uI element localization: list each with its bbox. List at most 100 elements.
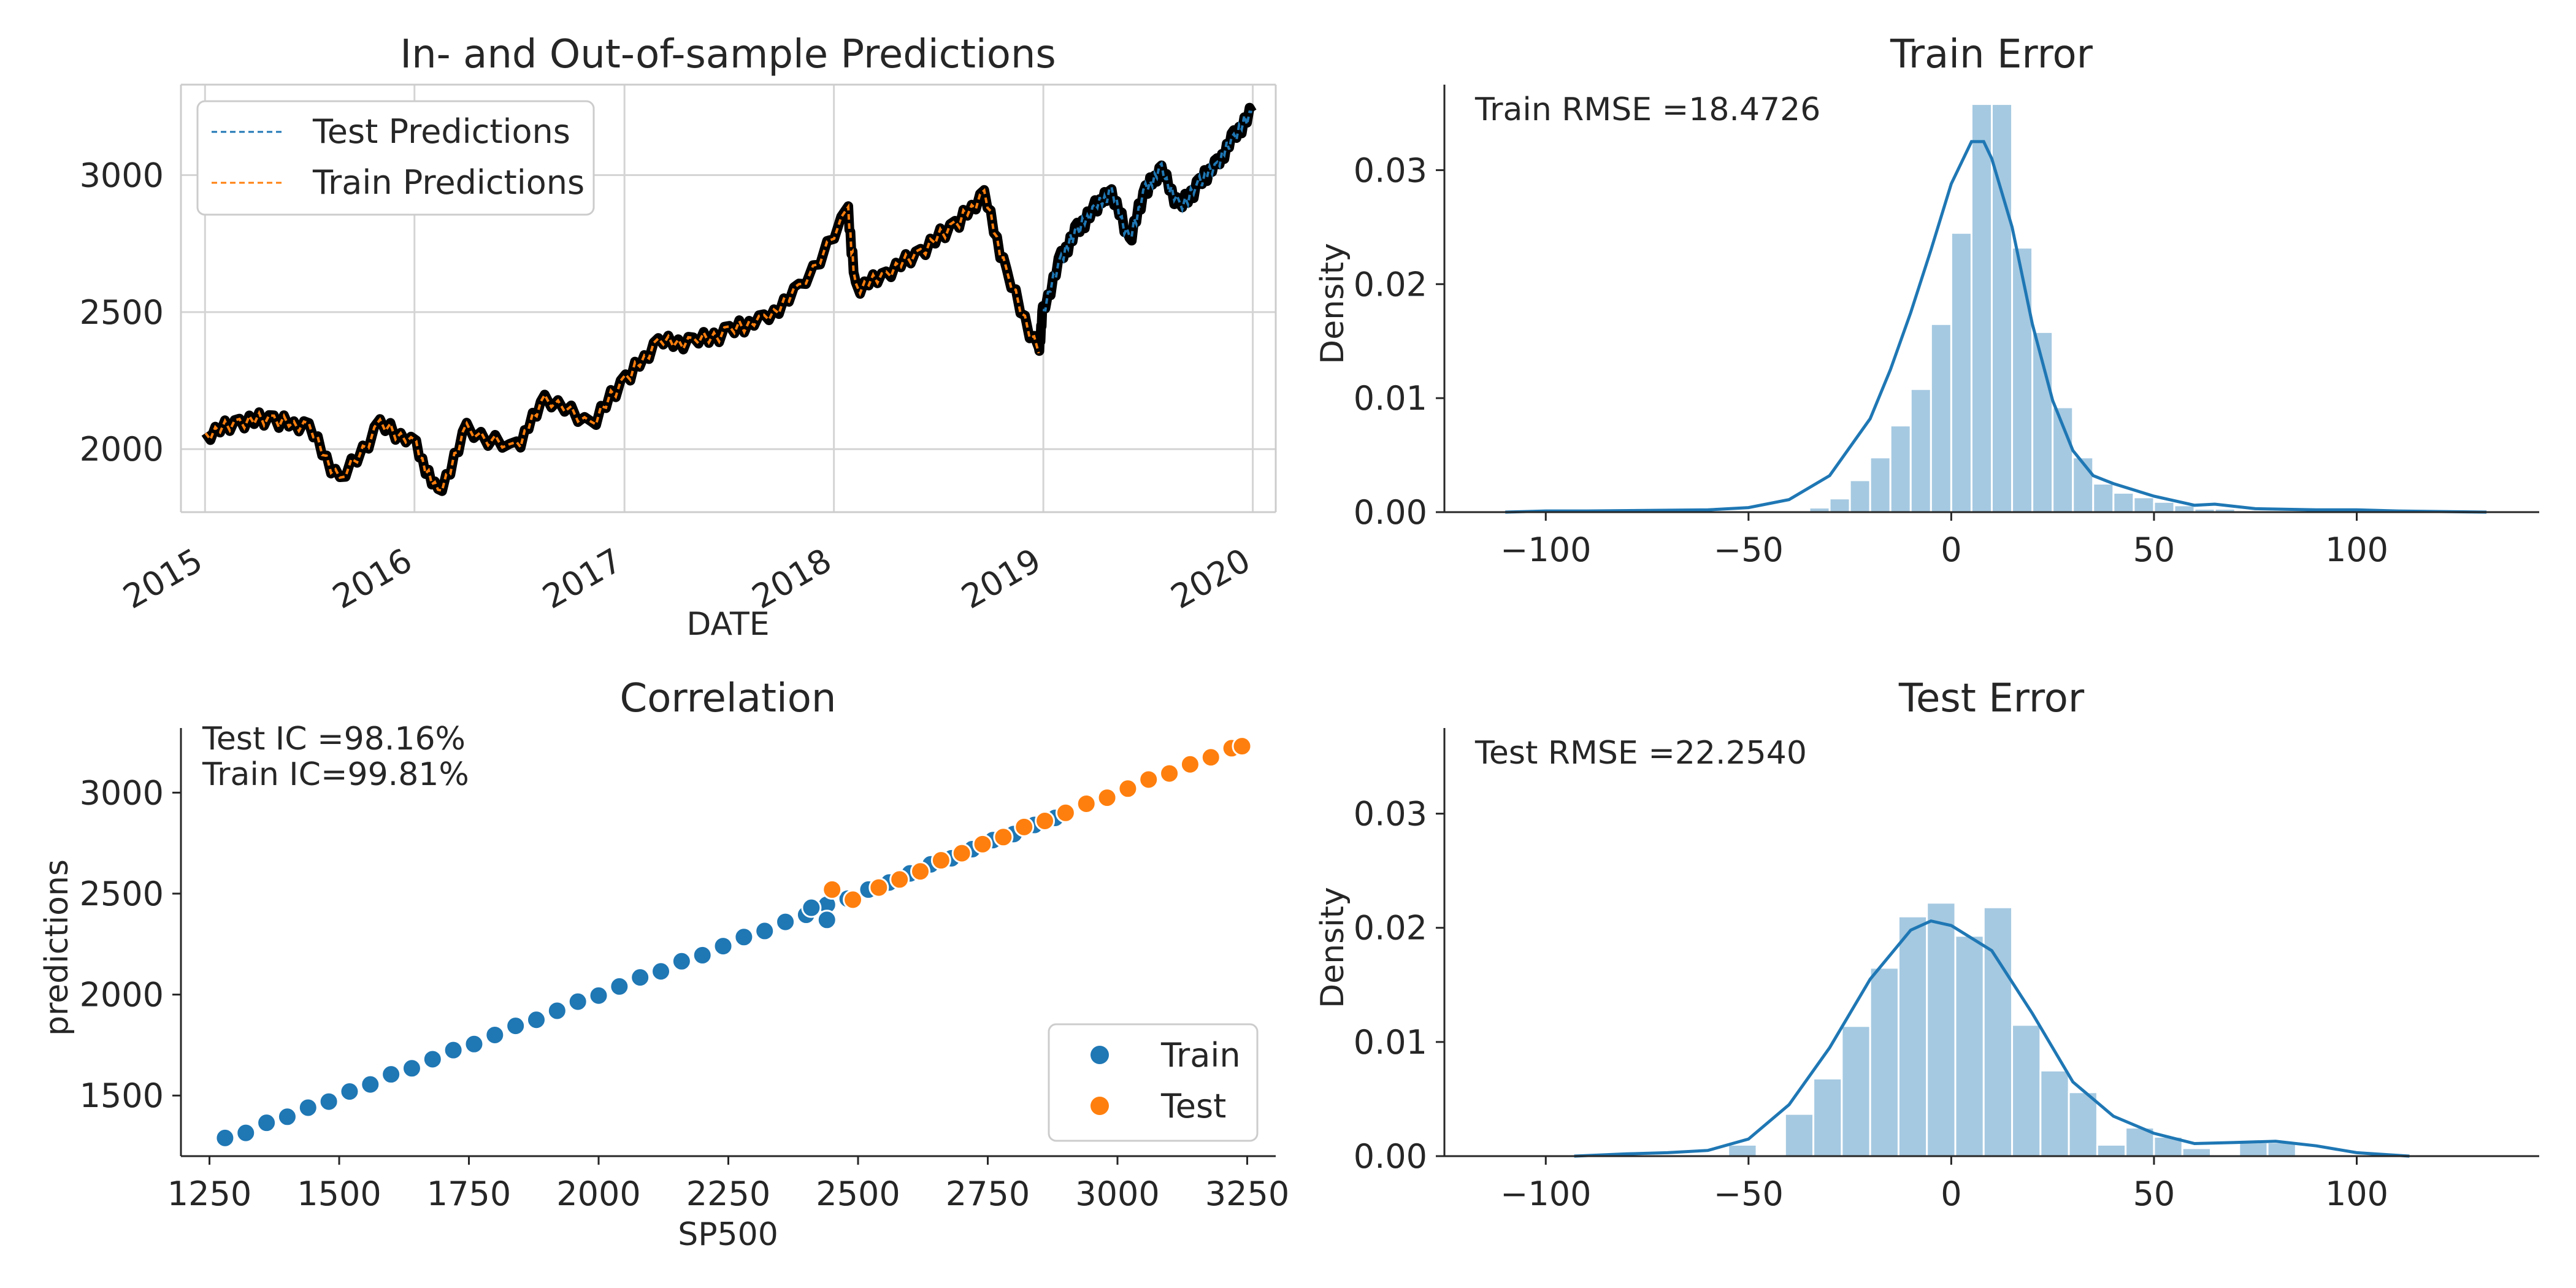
train-scatter-point bbox=[692, 945, 713, 965]
legend-train-series-label: Train bbox=[1160, 1036, 1241, 1075]
test-histogram-bar bbox=[2068, 1091, 2098, 1157]
legend-test-series-label: Test bbox=[1160, 1087, 1226, 1125]
train-scatter-point bbox=[651, 961, 672, 982]
series-line-train-predictions bbox=[204, 188, 1040, 493]
train-scatter-point bbox=[546, 1000, 567, 1021]
scatter-x-tick-label: 3250 bbox=[1205, 1175, 1289, 1213]
line-x-tick-label: 2018 bbox=[746, 541, 838, 616]
train-scatter-point bbox=[485, 1024, 505, 1045]
test-histogram-bar bbox=[1727, 1143, 1758, 1157]
test-scatter-point bbox=[972, 834, 993, 854]
train-scatter-point bbox=[734, 927, 754, 948]
test-scatter-point bbox=[1035, 810, 1056, 831]
scatter-points-group bbox=[215, 736, 1252, 1148]
train-scatter-point bbox=[464, 1033, 485, 1054]
correlation-panel: 1250 1500 1750 2000 2250 2500 2750 3000 3250 1500… bbox=[39, 676, 1289, 1253]
test-scatter-point bbox=[843, 889, 864, 910]
scatter-y-tick-label: 1500 bbox=[80, 1076, 164, 1115]
train-scatter-point bbox=[381, 1064, 402, 1085]
train-histogram-bar bbox=[1950, 232, 1972, 513]
test-x-tick-label: −50 bbox=[1714, 1175, 1784, 1213]
train-error-title: Train Error bbox=[1890, 32, 2093, 77]
train-y-tick-label: 0.00 bbox=[1354, 493, 1427, 532]
train-histogram-bar bbox=[1909, 388, 1932, 513]
train-x-tick-label: −100 bbox=[1500, 531, 1591, 569]
test-histogram-bar bbox=[1897, 915, 1928, 1157]
test-scatter-point bbox=[822, 879, 843, 900]
line-y-tick-label: 2000 bbox=[80, 430, 164, 469]
scatter-x-tick-label: 1500 bbox=[297, 1175, 381, 1213]
train-scatter-point bbox=[277, 1106, 297, 1127]
train-scatter-point bbox=[339, 1081, 360, 1102]
test-scatter-point bbox=[1117, 778, 1138, 799]
test-scatter-point bbox=[1014, 816, 1035, 837]
legend-train-marker bbox=[1091, 1046, 1109, 1064]
train-histogram-bar bbox=[1889, 424, 1912, 513]
test-histogram-bar bbox=[1926, 902, 1957, 1157]
test-scatter-point bbox=[1179, 754, 1200, 775]
scatter-y-tick-label: 3000 bbox=[80, 773, 164, 812]
train-rmse-annotation: Train RMSE =18.4726 bbox=[1474, 91, 1820, 128]
test-scatter-point bbox=[1076, 793, 1097, 814]
train-histogram-bar bbox=[2011, 247, 2034, 513]
train-tick-labels: −100 −50 0 50 100 0.00 0.01 0.02 0.03 bbox=[1354, 151, 2388, 569]
scatter-tick-labels: 1250 1500 1750 2000 2250 2500 2750 3000 3250 1500… bbox=[80, 773, 1290, 1213]
train-scatter-point bbox=[588, 985, 609, 1006]
line-x-axis-label: DATE bbox=[686, 606, 769, 643]
test-histogram-bar bbox=[2181, 1147, 2212, 1157]
test-scatter-point bbox=[1055, 802, 1076, 823]
train-histogram-bar bbox=[1828, 497, 1851, 513]
train-scatter-point bbox=[360, 1074, 381, 1095]
train-ic-annotation: Train IC=99.81% bbox=[202, 756, 469, 793]
train-scatter-point bbox=[609, 976, 630, 997]
test-scatter-point bbox=[1159, 763, 1180, 784]
test-scatter-point bbox=[889, 869, 910, 890]
test-y-tick-label: 0.02 bbox=[1354, 909, 1427, 948]
scatter-legend: Train Test bbox=[1048, 1023, 1259, 1142]
train-scatter-point bbox=[505, 1016, 526, 1037]
test-histogram-bar bbox=[1869, 967, 1899, 1157]
line-x-tick-label: 2016 bbox=[326, 541, 419, 616]
test-rmse-annotation: Test RMSE =22.2540 bbox=[1474, 735, 1807, 772]
test-kde-curve bbox=[1574, 919, 2410, 1158]
train-y-axis-label: Density bbox=[1314, 243, 1351, 364]
test-scatter-point bbox=[930, 850, 951, 871]
test-y-tick-label: 0.03 bbox=[1354, 795, 1427, 834]
test-histogram-bar bbox=[2039, 1069, 2070, 1157]
legend-test-label: Test Predictions bbox=[312, 112, 570, 151]
test-scatter-point bbox=[1232, 736, 1252, 757]
test-tick-labels: −100 −50 0 50 100 0.00 0.01 0.02 0.03 bbox=[1354, 795, 2388, 1213]
train-scatter-point bbox=[256, 1113, 277, 1133]
test-histogram-bar bbox=[2011, 1024, 2042, 1157]
test-scatter-point bbox=[951, 843, 972, 864]
scatter-x-tick-label: 2250 bbox=[686, 1175, 770, 1213]
train-histogram-bar bbox=[2133, 496, 2155, 513]
line-x-tick-label: 2020 bbox=[1165, 541, 1257, 616]
train-y-tick-label: 0.02 bbox=[1354, 265, 1427, 304]
test-scatter-point bbox=[910, 861, 931, 882]
scatter-x-tick-label: 3000 bbox=[1075, 1175, 1159, 1213]
train-x-tick-label: 0 bbox=[1941, 531, 1961, 569]
train-histogram-bar bbox=[1930, 323, 1952, 513]
line-legend: Test Predictions Train Predictions bbox=[196, 100, 595, 216]
line-y-tick-label: 3000 bbox=[80, 156, 164, 194]
scatter-x-tick-label: 1750 bbox=[427, 1175, 511, 1213]
predictions-line-panel: 2015 2016 2017 2018 2019 2020 2000 2500 3000 In-… bbox=[80, 32, 1277, 643]
test-error-title: Test Error bbox=[1898, 676, 2085, 721]
legend-test-marker bbox=[1091, 1097, 1109, 1115]
train-histogram-bar bbox=[1869, 456, 1892, 513]
train-histogram-bar bbox=[2112, 491, 2135, 513]
scatter-x-tick-label: 2750 bbox=[946, 1175, 1030, 1213]
scatter-x-tick-label: 2000 bbox=[556, 1175, 640, 1213]
test-histogram-bar bbox=[1982, 906, 2014, 1157]
scatter-y-tick-label: 2000 bbox=[80, 976, 164, 1014]
train-x-tick-label: 50 bbox=[2133, 531, 2175, 569]
train-y-tick-label: 0.01 bbox=[1354, 379, 1427, 418]
train-histogram-bar bbox=[2173, 504, 2196, 513]
line-chart-title: In- and Out-of-sample Predictions bbox=[400, 32, 1056, 77]
train-scatter-point bbox=[713, 936, 734, 957]
line-legend-frame bbox=[196, 100, 595, 216]
train-scatter-point bbox=[671, 951, 692, 972]
train-scatter-point bbox=[297, 1097, 318, 1118]
